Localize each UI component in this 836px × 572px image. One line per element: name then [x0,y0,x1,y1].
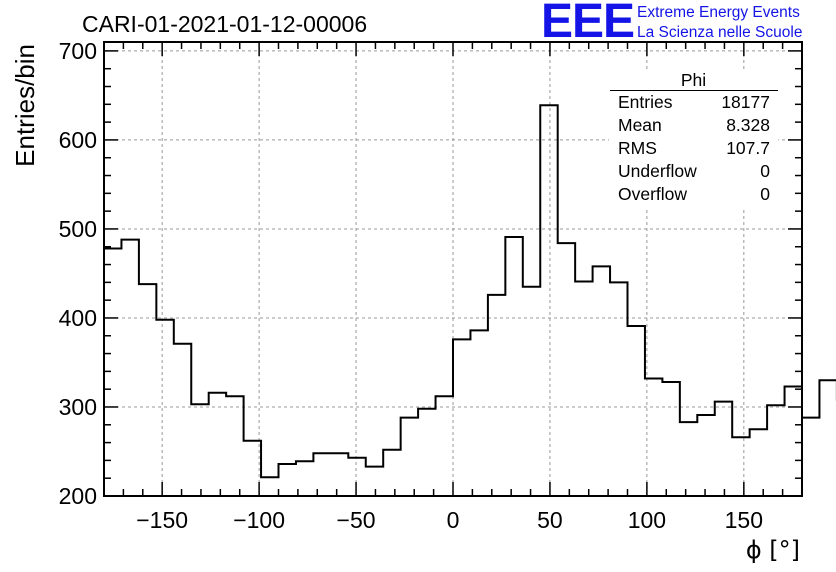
eee-logo: EEE [541,0,635,48]
y-tick-label: 500 [59,216,97,242]
x-tick-label: −50 [337,507,376,533]
logo-tagline-1: Extreme Energy Events [637,4,800,21]
stats-value: 0 [760,161,770,181]
histogram-series [104,104,836,479]
y-axis-label: Entries/bin [10,44,40,167]
stats-label: Underflow [618,161,697,181]
x-axis-label: ϕ [°] [746,536,800,564]
x-tick-label: 0 [447,507,460,533]
stats-title: Phi [680,70,707,90]
x-tick-label: 50 [537,507,563,533]
y-tick-label: 200 [59,483,97,509]
stats-value: 0 [760,184,770,204]
plot-frame [103,41,803,497]
x-tick-label: 150 [725,507,763,533]
y-tick-label: 300 [59,394,97,420]
stats-box: Phi Entries 18177 Mean 8.328 RMS 107.7 U… [609,69,778,209]
tick-labels: −150 −100 −50 0 50 100 150 200 300 400 500 600 700 [59,38,763,533]
stats-label: Mean [618,115,662,135]
stats-value: 18177 [721,92,770,112]
logo-tagline-2: La Scienza nelle Scuole [637,24,803,41]
stats-value: 107.7 [726,138,770,158]
y-tick-label: 600 [59,127,97,153]
stats-row-overflow: Overflow 0 [618,184,770,206]
stats-row-mean: Mean 8.328 [618,115,770,137]
stats-label: RMS [618,138,657,158]
stats-label: Entries [618,92,673,112]
chart-title: CARI-01-2021-01-12-00006 [82,11,368,37]
y-tick-label: 400 [59,305,97,331]
stats-divider [610,90,778,91]
stats-label: Overflow [618,184,688,204]
stats-row-entries: Entries 18177 [618,92,770,114]
stats-row-underflow: Underflow 0 [618,161,770,183]
x-tick-label: −100 [233,507,285,533]
axis-ticks [103,42,803,497]
x-tick-label: 100 [628,507,666,533]
stats-value: 8.328 [726,115,770,135]
x-tick-label: −150 [136,507,188,533]
stats-row-rms: RMS 107.7 [618,138,770,160]
y-tick-label: 700 [59,38,97,64]
